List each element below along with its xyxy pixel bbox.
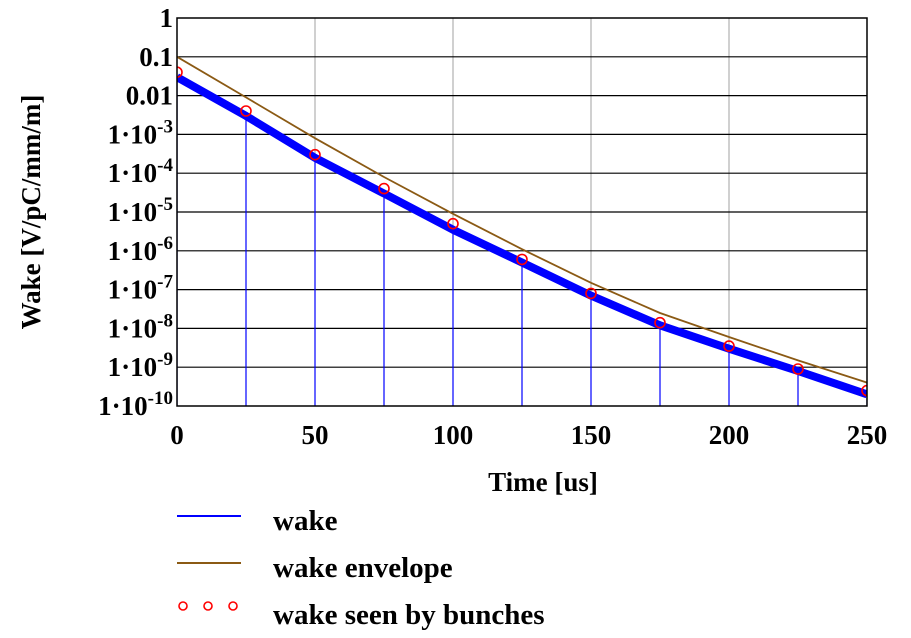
data-point bbox=[378, 182, 390, 195]
legend-marker bbox=[228, 601, 238, 611]
y-tick-label: 1·10-7 bbox=[108, 272, 174, 305]
y-tick-label: 0.01 bbox=[126, 81, 173, 111]
legend-entry: wake envelope bbox=[273, 552, 453, 584]
y-tick-label: 1·10-10 bbox=[98, 388, 173, 421]
x-tick-label: 50 bbox=[302, 420, 329, 450]
data-point bbox=[447, 217, 459, 230]
y-tick-labels: 1 0.1 0.01 1·10-3 1·10-4 1·10-5 1·10-6 1·10-7 1·… bbox=[98, 3, 173, 421]
x-tick-label: 100 bbox=[433, 420, 474, 450]
data-point bbox=[723, 340, 735, 352]
y-axis-label: Wake [V/pC/mm/m] bbox=[16, 95, 46, 330]
x-axis-label: Time [us] bbox=[488, 467, 598, 497]
plot-series bbox=[177, 56, 867, 406]
data-point bbox=[861, 384, 867, 397]
y-tick-label: 1 bbox=[160, 3, 174, 33]
legend-entry: wake bbox=[273, 505, 338, 537]
y-tick-label: 0.1 bbox=[139, 42, 173, 72]
data-point bbox=[516, 253, 528, 266]
legend: wake wake envelope wake seen by bunches bbox=[177, 505, 545, 631]
x-tick-label: 250 bbox=[847, 420, 888, 450]
y-tick-label: 1·10-4 bbox=[108, 155, 174, 188]
y-tick-label: 1·10-8 bbox=[108, 310, 173, 343]
y-tick-label: 1·10-5 bbox=[108, 194, 173, 227]
y-tick-label: 1·10-3 bbox=[108, 116, 173, 149]
x-tick-labels: 0 50 100 150 200 250 bbox=[170, 420, 887, 450]
data-point bbox=[792, 363, 804, 375]
legend-marker bbox=[203, 601, 213, 611]
y-tick-label: 1·10-9 bbox=[108, 349, 173, 382]
legend-entry: wake seen by bunches bbox=[273, 599, 545, 631]
data-point bbox=[240, 105, 252, 117]
series-line-2 bbox=[177, 56, 867, 384]
x-tick-label: 0 bbox=[170, 420, 184, 450]
data-point bbox=[309, 148, 321, 161]
x-tick-label: 200 bbox=[709, 420, 750, 450]
x-tick-label: 150 bbox=[571, 420, 612, 450]
legend-marker bbox=[178, 601, 188, 611]
data-point bbox=[654, 316, 666, 329]
y-tick-label: 1·10-6 bbox=[108, 233, 173, 266]
data-point bbox=[177, 66, 183, 78]
plot-frame bbox=[176, 17, 868, 407]
data-point bbox=[585, 287, 597, 300]
